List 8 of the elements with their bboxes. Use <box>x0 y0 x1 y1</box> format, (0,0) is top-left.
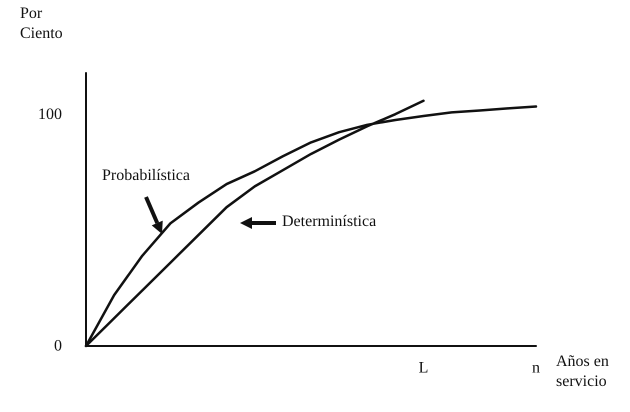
annotation: Determinística <box>282 212 376 232</box>
y-tick-label: 100 <box>38 106 62 124</box>
x-tick-label: L <box>418 360 428 376</box>
y-axis-title: Por Ciento <box>20 4 64 44</box>
x-axis-title: Años en servicio <box>556 352 610 392</box>
x-tick-label: n <box>532 360 540 376</box>
y-tick-label: 0 <box>54 338 62 354</box>
annotation: Probabilística <box>102 166 190 186</box>
